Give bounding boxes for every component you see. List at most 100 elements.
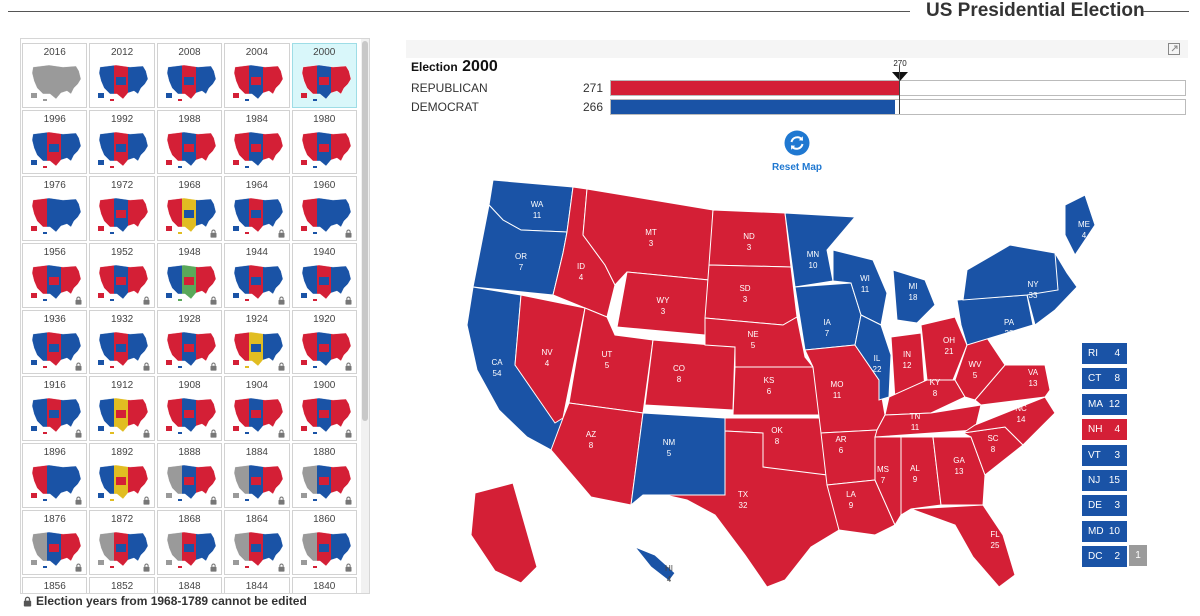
year-tile-1880[interactable]: 1880	[291, 443, 357, 508]
year-tile-1904[interactable]: 1904	[224, 376, 290, 442]
state-ny[interactable]	[962, 244, 1059, 301]
lock-icon	[210, 429, 217, 438]
state-ga[interactable]	[932, 436, 986, 506]
year-tile-1964[interactable]: 1964	[224, 176, 290, 242]
state-nv[interactable]	[514, 294, 586, 424]
year-tile-1900[interactable]: 1900	[291, 376, 357, 442]
year-tile-1868[interactable]: 1868	[156, 509, 223, 575]
state-il[interactable]	[854, 314, 892, 401]
state-ar[interactable]	[820, 429, 878, 486]
state-mn[interactable]	[784, 212, 857, 288]
year-tile-1952[interactable]: 1952	[89, 243, 155, 308]
focus-mode-icon[interactable]	[1168, 43, 1180, 55]
state-co[interactable]	[644, 339, 736, 411]
state-tx[interactable]	[664, 430, 840, 588]
year-tile-label: 1844	[245, 580, 268, 592]
state-label-abbr: LA	[846, 490, 856, 499]
year-tile-1960[interactable]: 1960	[291, 176, 357, 242]
state-ak[interactable]	[470, 482, 538, 584]
state-sd[interactable]	[704, 264, 798, 326]
year-tile-1892[interactable]: 1892	[89, 443, 155, 508]
mini-map-thumbnail	[31, 198, 82, 235]
year-tile-1976[interactable]: 1976	[22, 176, 88, 242]
state-az[interactable]	[550, 402, 644, 506]
small-state-vt[interactable]: VT 3	[1082, 444, 1127, 466]
year-grid-scrollbar[interactable]	[361, 39, 369, 593]
state-label-votes: 8	[775, 437, 780, 446]
year-tile-1944[interactable]: 1944	[224, 243, 290, 308]
year-tile-1988[interactable]: 1988	[156, 109, 223, 175]
year-tile-1936[interactable]: 1936	[22, 309, 88, 375]
year-tile-1992[interactable]: 1992	[89, 109, 155, 175]
state-label-abbr: VA	[1028, 368, 1039, 377]
state-pa[interactable]	[956, 294, 1034, 346]
state-ia[interactable]	[794, 282, 862, 351]
year-tile-1856[interactable]: 1856	[22, 576, 88, 593]
year-tile-1940[interactable]: 1940	[291, 243, 357, 308]
year-tile-2004[interactable]: 2004	[224, 43, 290, 108]
small-state-ma[interactable]: MA 12	[1082, 393, 1127, 415]
small-state-de[interactable]: DE 3	[1082, 495, 1127, 517]
year-tile-1932[interactable]: 1932	[89, 309, 155, 375]
state-oh[interactable]	[920, 316, 968, 381]
state-ms[interactable]	[874, 436, 902, 527]
year-tile-1968[interactable]: 1968	[156, 176, 223, 242]
footnote-text: Election years from 1968-1789 cannot be …	[36, 594, 307, 608]
state-mi[interactable]	[892, 269, 936, 324]
state-nm[interactable]	[630, 412, 726, 507]
state-hi[interactable]	[633, 545, 676, 582]
small-state-nh[interactable]: NH 4	[1082, 419, 1127, 441]
reset-map-button[interactable]: Reset Map	[767, 130, 827, 173]
state-label-votes: 14	[1017, 415, 1026, 424]
year-tile-1888[interactable]: 1888	[156, 443, 223, 508]
year-tile-1864[interactable]: 1864	[224, 509, 290, 575]
year-tile-1924[interactable]: 1924	[224, 309, 290, 375]
state-me[interactable]	[1064, 194, 1095, 256]
year-tile-1956[interactable]: 1956	[22, 243, 88, 308]
year-tile-1916[interactable]: 1916	[22, 376, 88, 442]
small-state-dc[interactable]: DC 2	[1082, 546, 1127, 568]
year-tile-1996[interactable]: 1996	[22, 109, 88, 175]
year-tile-1896[interactable]: 1896	[22, 443, 88, 508]
year-tile-1872[interactable]: 1872	[89, 509, 155, 575]
small-state-ri[interactable]: RI 4	[1082, 343, 1127, 364]
mini-map-thumbnail	[300, 464, 351, 502]
year-tile-label: 2012	[110, 47, 134, 58]
state-al[interactable]	[900, 436, 942, 516]
year-tile-1884[interactable]: 1884	[224, 443, 290, 508]
small-state-md[interactable]: MD 10	[1082, 520, 1127, 542]
year-tile-1908[interactable]: 1908	[156, 376, 223, 442]
year-tile-2016[interactable]: 2016	[22, 43, 88, 108]
year-tile-1928[interactable]: 1928	[156, 309, 223, 375]
year-grid-scroll-thumb[interactable]	[362, 41, 368, 421]
lock-icon	[278, 429, 285, 438]
year-tile-1912[interactable]: 1912	[89, 376, 155, 442]
state-ks[interactable]	[732, 366, 822, 416]
state-label-abbr: IA	[823, 318, 831, 327]
small-state-votes: 4	[1114, 348, 1120, 359]
year-tile-2000[interactable]: 2000	[291, 43, 357, 108]
year-tile-1980[interactable]: 1980	[291, 109, 357, 175]
year-tile-1840[interactable]: 1840	[291, 576, 357, 593]
state-label-abbr: ND	[743, 232, 755, 241]
state-label-abbr: IL	[874, 354, 881, 363]
year-tile-1860[interactable]: 1860	[291, 509, 357, 575]
year-tile-label: 1992	[110, 113, 134, 125]
mini-map-thumbnail	[300, 398, 351, 435]
year-tile-2008[interactable]: 2008	[156, 43, 223, 108]
year-tile-2012[interactable]: 2012	[89, 43, 155, 108]
state-la[interactable]	[826, 479, 896, 536]
year-tile-1972[interactable]: 1972	[89, 176, 155, 242]
year-tile-1920[interactable]: 1920	[291, 309, 357, 375]
year-tile-1848[interactable]: 1848	[156, 576, 223, 593]
year-tile-1852[interactable]: 1852	[89, 576, 155, 593]
small-state-nj[interactable]: NJ 15	[1082, 470, 1127, 491]
state-fl[interactable]	[910, 504, 1016, 588]
year-tile-1984[interactable]: 1984	[224, 109, 290, 175]
small-state-ct[interactable]: CT 8	[1082, 368, 1127, 390]
year-tile-1948[interactable]: 1948	[156, 243, 223, 308]
year-tile-1876[interactable]: 1876	[22, 509, 88, 575]
small-state-votes: 10	[1108, 525, 1120, 537]
mini-map-thumbnail	[233, 531, 284, 568]
year-tile-1844[interactable]: 1844	[224, 576, 290, 593]
